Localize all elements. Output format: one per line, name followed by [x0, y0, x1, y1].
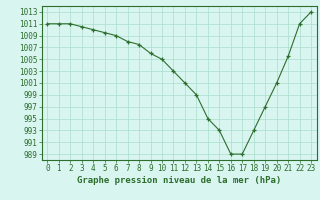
X-axis label: Graphe pression niveau de la mer (hPa): Graphe pression niveau de la mer (hPa)	[77, 176, 281, 185]
